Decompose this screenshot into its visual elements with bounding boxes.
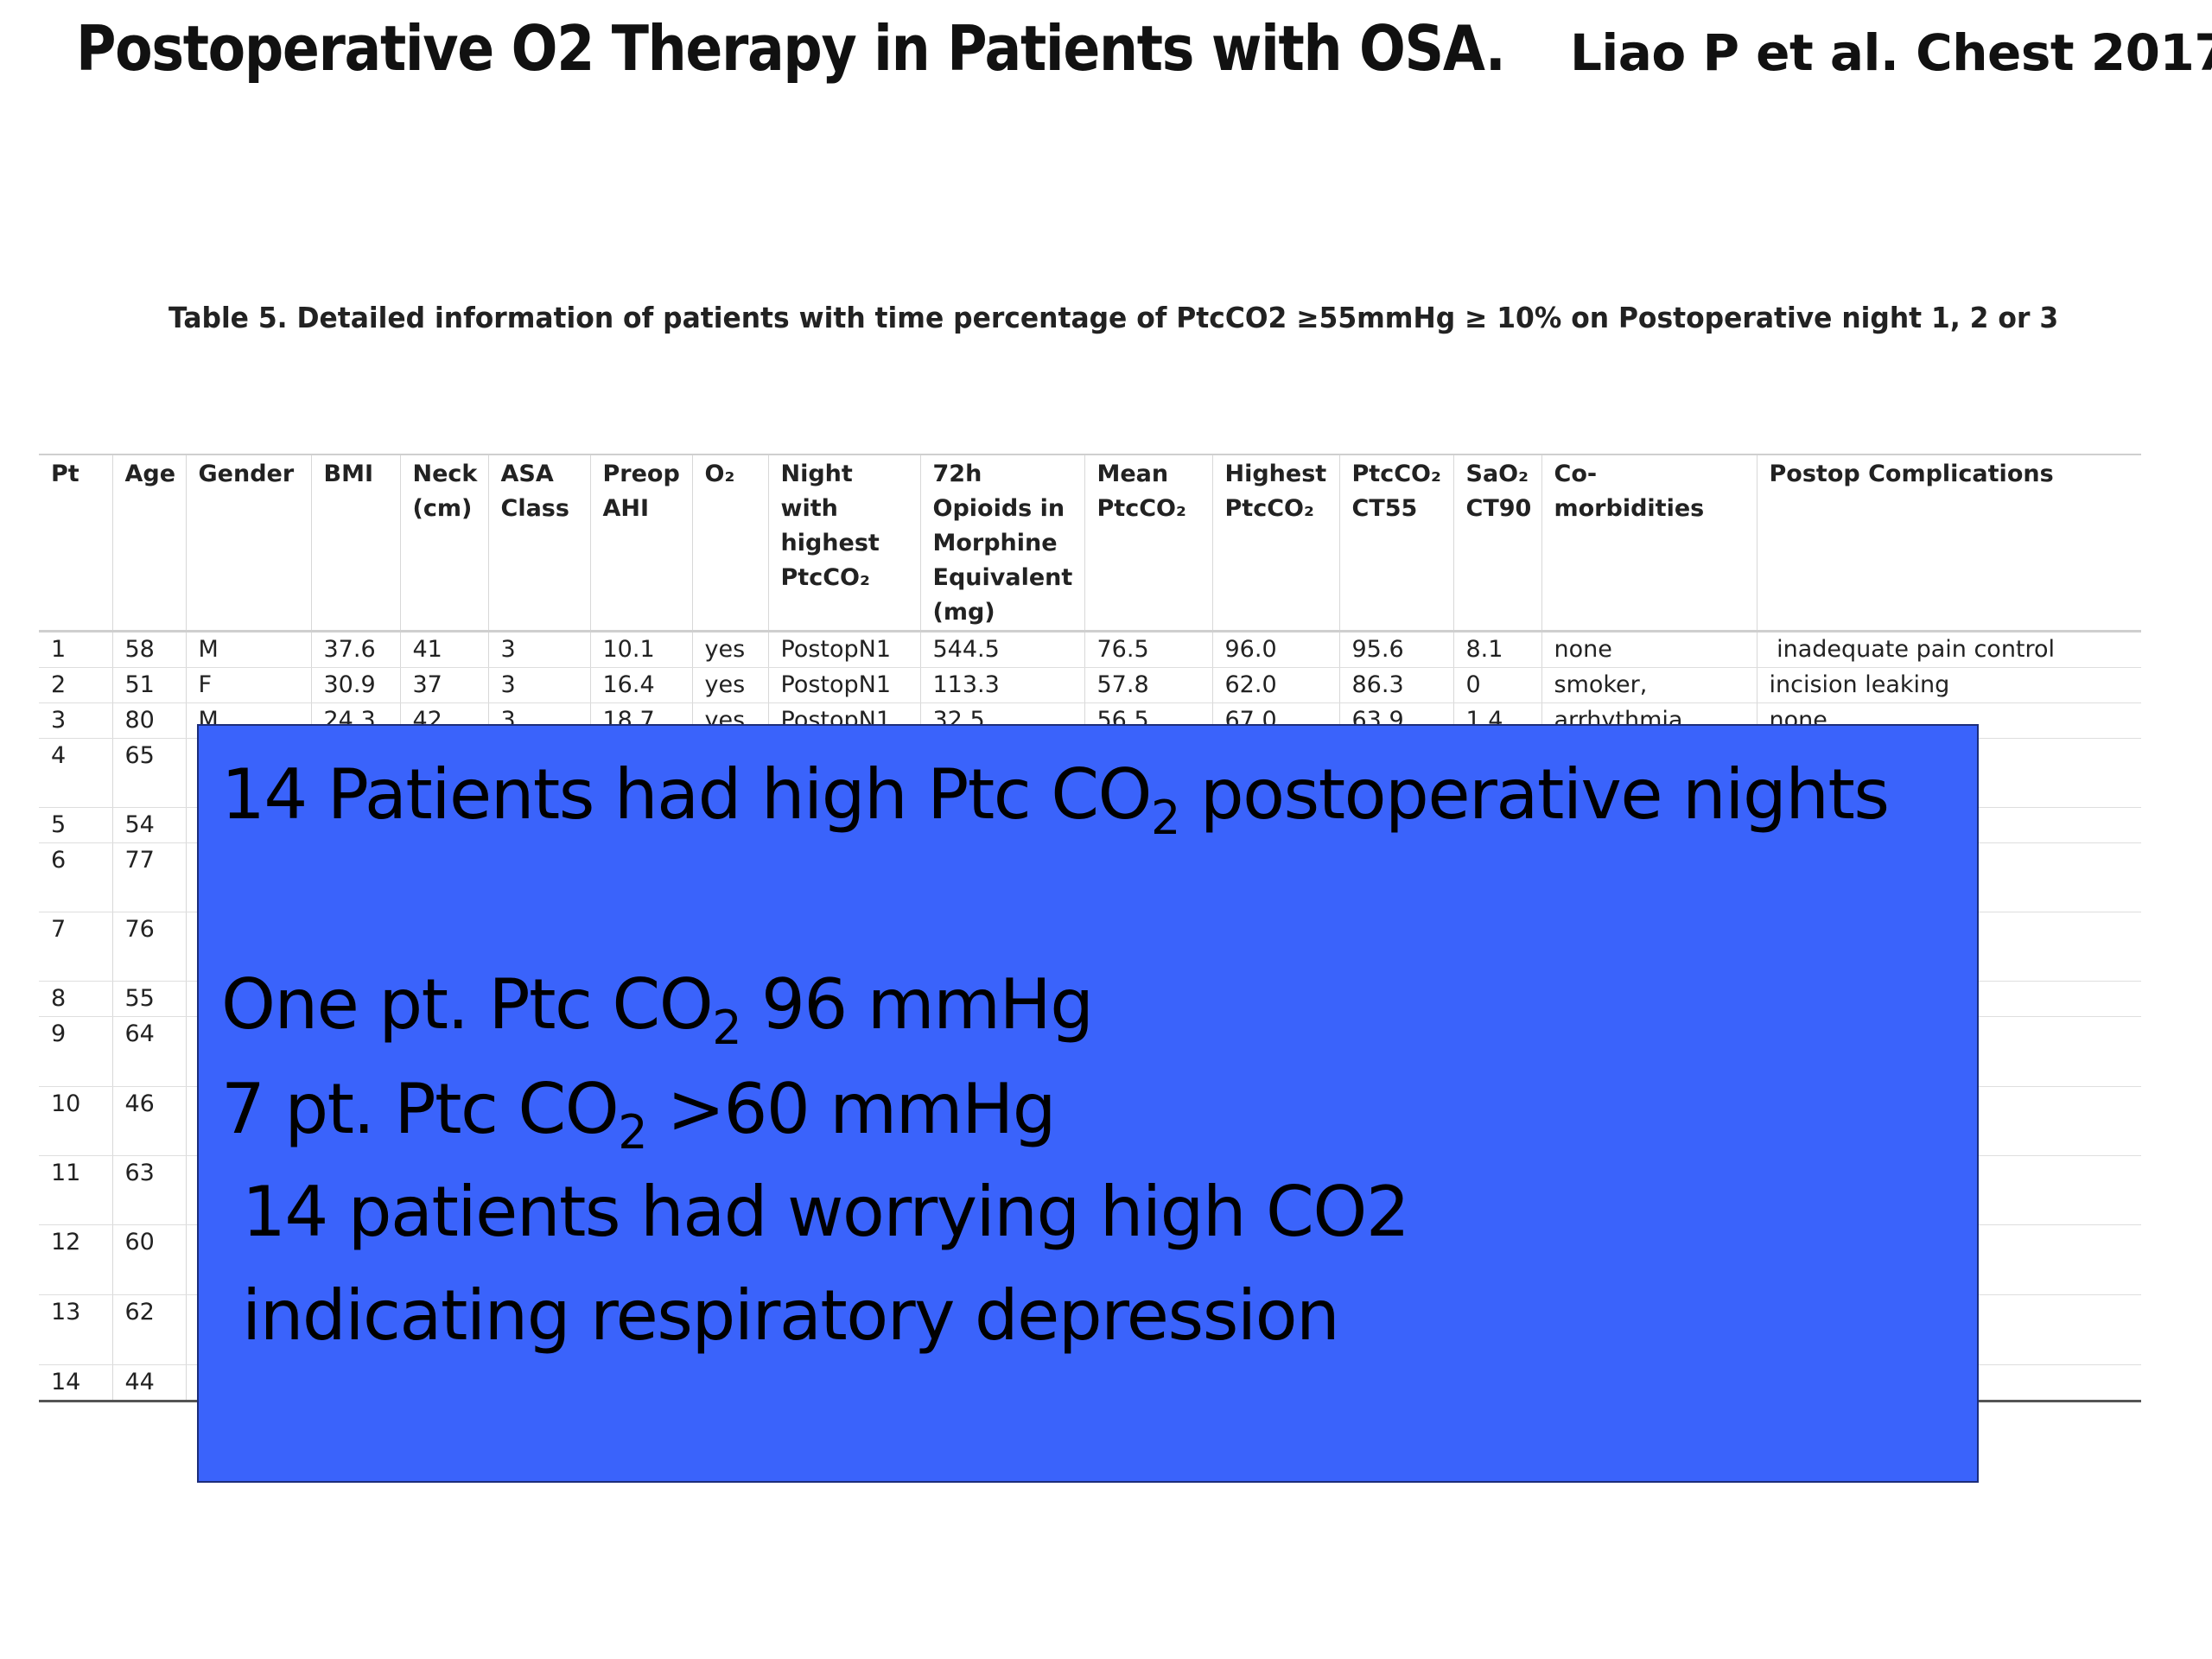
table-cell: 77 xyxy=(111,842,186,912)
column-header: Mean PtcCO₂ xyxy=(1084,454,1212,632)
table-cell: 544.5 xyxy=(919,631,1084,668)
column-header: Preop AHI xyxy=(589,454,692,632)
table-cell: 11 xyxy=(39,1155,112,1225)
table-cell: 46 xyxy=(111,1086,186,1156)
column-header: Night with highest PtcCO₂ xyxy=(767,454,920,632)
table-cell: 5 xyxy=(39,807,112,843)
table-cell: 8.1 xyxy=(1452,631,1541,668)
table-cell: 6 xyxy=(39,842,112,912)
table-cell: 2 xyxy=(39,667,112,703)
table-cell: 63 xyxy=(111,1155,186,1225)
overlay-line-4: 14 patients had worrying high CO2 xyxy=(242,1172,1410,1252)
table-cell: inadequate pain control xyxy=(1756,631,2141,668)
table-cell: 10 xyxy=(39,1086,112,1156)
table-cell: 4 xyxy=(39,738,112,808)
table-cell: 51 xyxy=(111,667,186,703)
column-header: 72h Opioids in Morphine Equivalent (mg) xyxy=(919,454,1084,632)
table-cell: smoker, xyxy=(1541,667,1757,703)
column-header: ASA Class xyxy=(487,454,590,632)
table-cell: 62.0 xyxy=(1211,667,1339,703)
table-cell: 30.9 xyxy=(310,667,400,703)
table-cell: 37.6 xyxy=(310,631,400,668)
table-cell: 0 xyxy=(1452,667,1541,703)
table-cell: none xyxy=(1541,631,1757,668)
table-caption: Table 5. Detailed information of patient… xyxy=(168,301,2059,334)
table-cell: 10.1 xyxy=(589,631,692,668)
table-cell: 12 xyxy=(39,1224,112,1295)
table-cell: 57.8 xyxy=(1084,667,1212,703)
table-cell: 13 xyxy=(39,1294,112,1365)
overlay-line-2: One pt. Ptc CO2 96 mmHg xyxy=(221,964,1094,1055)
table-cell: 60 xyxy=(111,1224,186,1295)
table-cell: 62 xyxy=(111,1294,186,1365)
column-header: Gender xyxy=(185,454,311,632)
table-cell: 3 xyxy=(39,702,112,739)
table-cell: 9 xyxy=(39,1016,112,1087)
table-cell: 55 xyxy=(111,981,186,1017)
table-cell: 95.6 xyxy=(1338,631,1453,668)
table-cell: 80 xyxy=(111,702,186,739)
table-cell: yes xyxy=(691,631,768,668)
column-header: PtcCO₂ CT55 xyxy=(1338,454,1453,632)
column-header: Pt xyxy=(51,461,79,487)
table-cell: M xyxy=(185,631,311,668)
table-cell: 96.0 xyxy=(1211,631,1339,668)
table-header-row: Pt Age Gender BMI Neck (cm) ASA Class Preop AH… xyxy=(39,454,2141,632)
slide-title-text: Postoperative O2 Therapy in Patients wit… xyxy=(76,12,1506,85)
table-cell: 44 xyxy=(111,1364,186,1402)
table-cell: 7 xyxy=(39,912,112,982)
table-cell: F xyxy=(185,667,311,703)
table-cell: PostopN1 xyxy=(767,631,920,668)
column-header: BMI xyxy=(310,454,400,632)
table-cell: 64 xyxy=(111,1016,186,1087)
table-cell: 3 xyxy=(487,631,590,668)
table-cell: 113.3 xyxy=(919,667,1084,703)
slide-citation: Liao P et al. Chest 2017 xyxy=(1569,23,2212,82)
table-cell: 14 xyxy=(39,1364,112,1402)
overlay-line-3: 7 pt. Ptc CO2 >60 mmHg xyxy=(221,1069,1057,1160)
table-cell: 54 xyxy=(111,807,186,843)
table-row: 2 51 F 30.9 37 3 16.4 yes PostopN1 113.3 57.8 62.0 8… xyxy=(39,667,2141,703)
column-header: O₂ xyxy=(691,454,768,632)
table-cell: incision leaking xyxy=(1756,667,2141,703)
table-cell: 65 xyxy=(111,738,186,808)
summary-overlay-box: 14 Patients had high Ptc CO2 postoperati… xyxy=(197,724,1979,1483)
table-cell: 3 xyxy=(487,667,590,703)
table-cell: PostopN1 xyxy=(767,667,920,703)
slide-title: Postoperative O2 Therapy in Patients wit… xyxy=(76,12,2212,107)
column-header: Highest PtcCO₂ xyxy=(1211,454,1339,632)
table-cell: 1 xyxy=(39,631,112,668)
column-header: Postop Complications xyxy=(1756,454,2141,632)
table-cell: 76 xyxy=(111,912,186,982)
table-cell: yes xyxy=(691,667,768,703)
table-cell: 58 xyxy=(111,631,186,668)
table-cell: 37 xyxy=(399,667,488,703)
column-header: Age xyxy=(111,454,186,632)
table-cell: 16.4 xyxy=(589,667,692,703)
overlay-line-5: indicating respiratory depression xyxy=(242,1275,1340,1356)
column-header: Co-morbidities xyxy=(1541,454,1757,632)
table-cell: 76.5 xyxy=(1084,631,1212,668)
overlay-line-1: 14 Patients had high Ptc CO2 postoperati… xyxy=(221,754,1890,845)
table-cell: 86.3 xyxy=(1338,667,1453,703)
table-cell: 41 xyxy=(399,631,488,668)
table-row: 1 58 M 37.6 41 3 10.1 yes PostopN1 544.5 76.5 96.0 9… xyxy=(39,631,2141,668)
table-cell: 8 xyxy=(39,981,112,1017)
column-header: SaO₂ CT90 xyxy=(1452,454,1541,632)
column-header: Neck (cm) xyxy=(399,454,488,632)
